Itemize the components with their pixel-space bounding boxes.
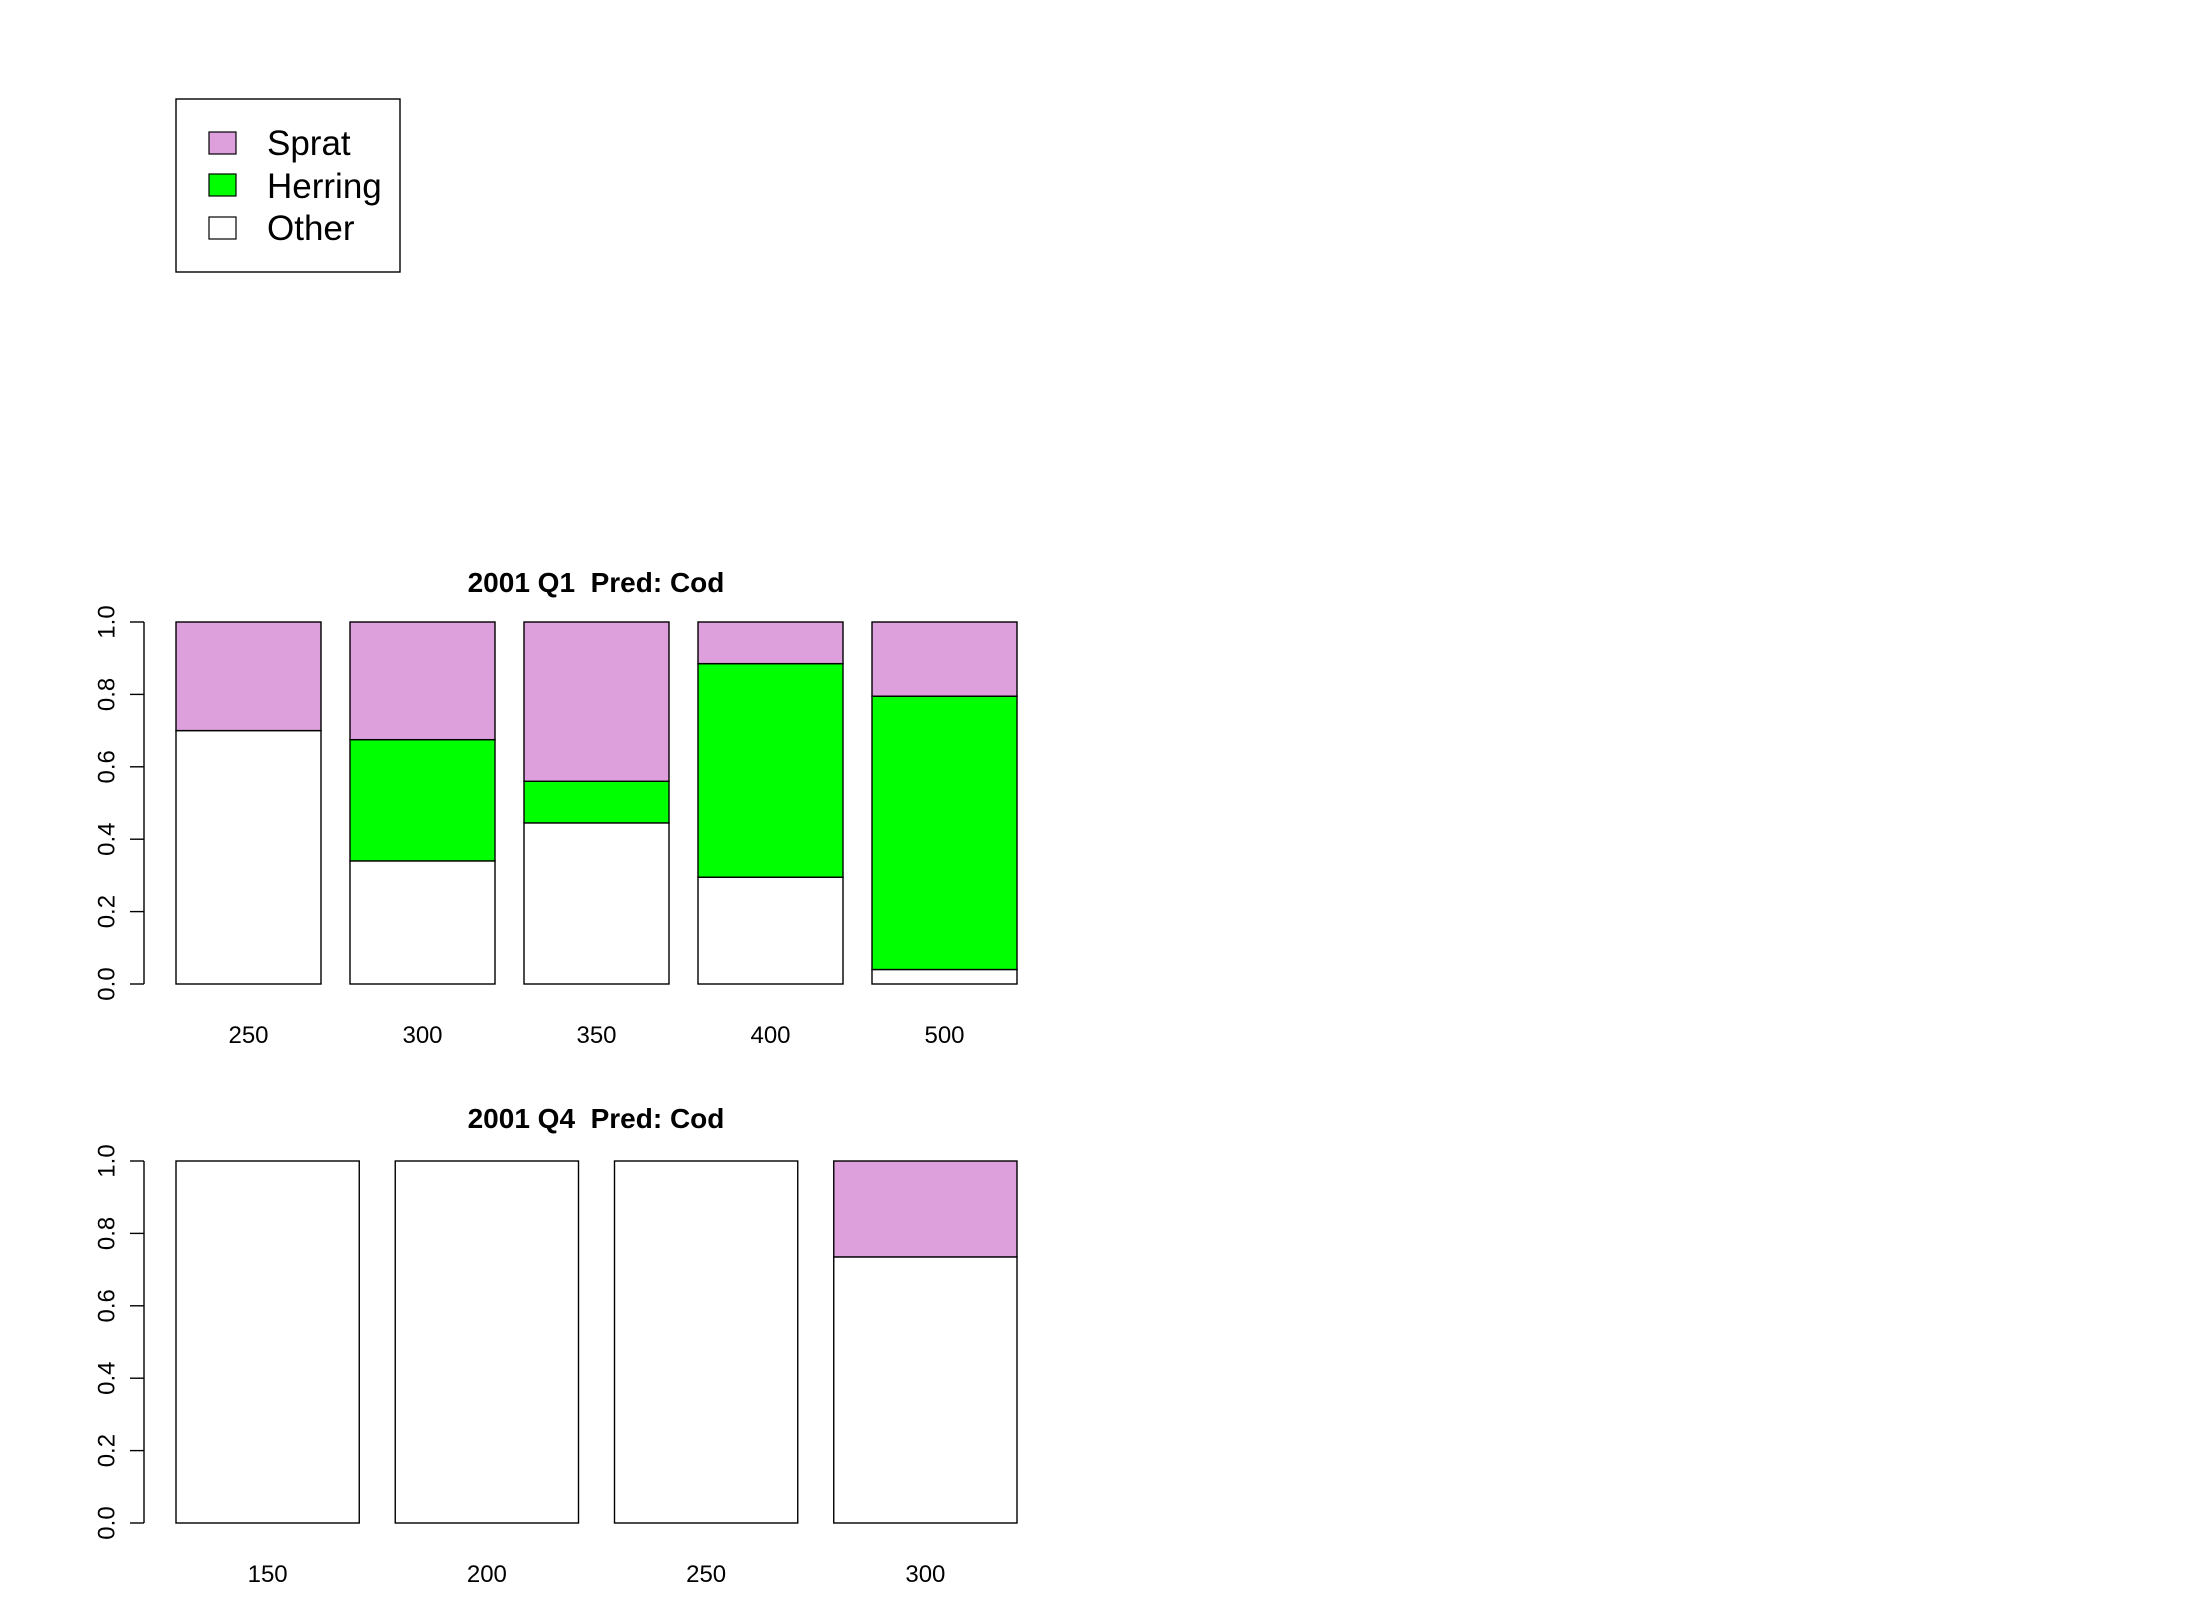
bar-q1-400-other: [697, 876, 844, 985]
bar-q1-300-herring: [349, 738, 496, 862]
bar-q1-400-herring: [697, 662, 844, 878]
y-tick-label-q4-1-0: 1.0: [93, 1144, 120, 1177]
legend-swatch-herring: [208, 173, 237, 197]
bar-q1-400-sprat: [697, 621, 844, 665]
y-axis-q4: 0.0 0.2 0.4 0.6 0.8 1.0: [93, 1144, 145, 1540]
bar-q4-250-other: [613, 1160, 799, 1524]
legend-label-sprat: Sprat: [267, 124, 351, 163]
legend-label-other: Other: [267, 209, 355, 248]
bar-q1-250-other: [175, 729, 322, 985]
x-tick-label-q1-400: 400: [750, 1022, 790, 1049]
bars-q4: [175, 1160, 1018, 1524]
x-tick-label-q4-300: 300: [905, 1561, 945, 1588]
y-tick-label-q1-1-0: 1.0: [93, 605, 120, 638]
bar-q1-350-sprat: [523, 621, 670, 782]
y-tick-label-q4-0-6: 0.6: [93, 1289, 120, 1322]
bar-q4-300-sprat: [833, 1160, 1018, 1258]
x-tick-label-q1-300: 300: [402, 1022, 442, 1049]
legend-swatch-other: [208, 216, 237, 240]
bar-q1-300-other: [349, 860, 496, 985]
y-tick-label-q4-0-2: 0.2: [93, 1434, 120, 1467]
y-tick-label-q1-0-2: 0.2: [93, 895, 120, 928]
x-labels-q4: 150 200 250 300: [248, 1561, 946, 1588]
y-tick-label-q4-0-4: 0.4: [93, 1362, 120, 1395]
x-tick-label-q4-200: 200: [467, 1561, 507, 1588]
x-tick-label-q4-150: 150: [248, 1561, 288, 1588]
y-tick-label-q1-0-6: 0.6: [93, 750, 120, 783]
x-tick-label-q1-250: 250: [228, 1022, 268, 1049]
legend-swatch-sprat: [208, 131, 237, 155]
y-tick-label-q4-0-8: 0.8: [93, 1217, 120, 1250]
bar-q1-350-herring: [523, 780, 670, 824]
bar-q4-200-other: [394, 1160, 580, 1524]
bar-q4-150-other: [175, 1160, 360, 1524]
legend-label-herring: Herring: [267, 167, 382, 206]
legend: Sprat Herring Other: [175, 98, 401, 273]
y-tick-label-q1-0-8: 0.8: [93, 678, 120, 711]
bar-q1-500-sprat: [871, 621, 1018, 697]
bar-q1-500-other: [871, 968, 1018, 985]
y-axis-q1: 0.0 0.2 0.4 0.6 0.8 1.0: [93, 605, 145, 1001]
bars-q1: [175, 621, 1018, 985]
x-tick-label-q1-500: 500: [924, 1022, 964, 1049]
bar-q1-300-sprat: [349, 621, 496, 741]
bar-q1-500-herring: [871, 695, 1018, 971]
x-tick-label-q4-250: 250: [686, 1561, 726, 1588]
chart-panel-q1: 2001 Q1 Pred: Cod 0.0 0.2 0.4 0.6 0.8 1.0 250…: [93, 567, 1018, 1049]
bar-q4-300-other: [833, 1256, 1018, 1524]
bar-q1-250-sprat: [175, 621, 322, 732]
x-labels-q1: 250 300 350 400 500: [228, 1022, 964, 1049]
chart-title-q4: 2001 Q4 Pred: Cod: [468, 1103, 725, 1134]
y-tick-label-q4-0-0: 0.0: [93, 1506, 120, 1539]
chart-panel-q4: 2001 Q4 Pred: Cod 0.0 0.2 0.4 0.6 0.8 1.0 150…: [93, 1103, 1018, 1588]
x-tick-label-q1-350: 350: [576, 1022, 616, 1049]
chart-title-q1: 2001 Q1 Pred: Cod: [468, 567, 725, 598]
bar-q1-350-other: [523, 822, 670, 985]
y-tick-label-q1-0-4: 0.4: [93, 823, 120, 856]
y-tick-label-q1-0-0: 0.0: [93, 967, 120, 1000]
